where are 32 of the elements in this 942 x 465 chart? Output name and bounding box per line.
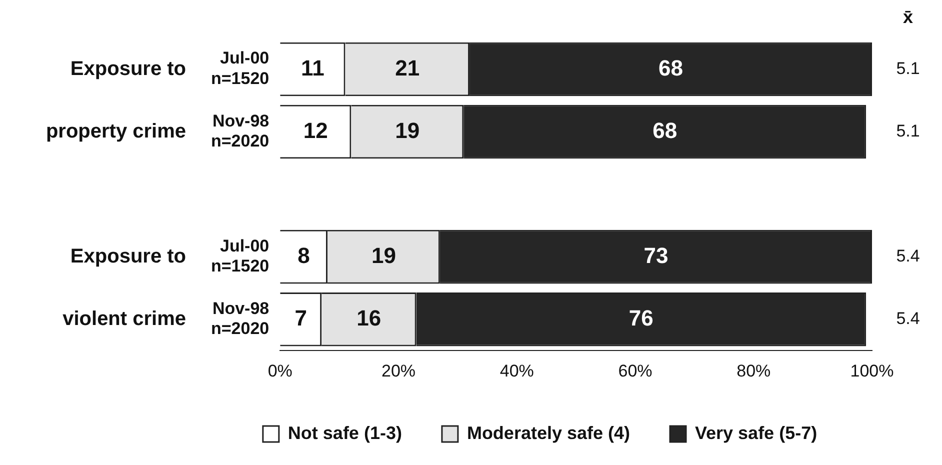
y-tick-label: Nov-98 n=2020 bbox=[210, 111, 270, 151]
data-label: 76 bbox=[628, 305, 654, 330]
x-tick-label: 60% bbox=[618, 361, 652, 380]
data-label: 68 bbox=[652, 118, 678, 143]
text: Exposure to violent crime bbox=[62, 245, 186, 330]
text: x̄ bbox=[902, 6, 914, 27]
legend-label: Very safe (5-7) bbox=[695, 422, 818, 443]
legend-label: Not safe (1-3) bbox=[288, 422, 402, 443]
legend-label: Moderately safe (4) bbox=[466, 422, 630, 443]
data-label: 19 bbox=[395, 118, 420, 143]
data-label: 68 bbox=[658, 55, 684, 80]
text: 5.4 bbox=[896, 246, 920, 266]
x-tick-label: 40% bbox=[500, 361, 534, 380]
y-tick-label: Jul-00 n=1520 bbox=[210, 236, 270, 276]
text: Exposure to property crime bbox=[46, 58, 186, 142]
text: 5.1 bbox=[896, 58, 920, 78]
data-label: 19 bbox=[371, 242, 396, 268]
data-label: 73 bbox=[644, 242, 668, 268]
y-tick-label: Jul-00 n=1520 bbox=[210, 48, 270, 88]
x-tick-label: 80% bbox=[736, 361, 771, 380]
text: 5.4 bbox=[896, 309, 920, 328]
y-tick-label: Nov-98 n=2020 bbox=[210, 298, 270, 338]
x-tick-label: 0% bbox=[268, 361, 292, 380]
data-label: 8 bbox=[298, 242, 310, 268]
data-label: 21 bbox=[395, 55, 420, 80]
text: 5.1 bbox=[896, 121, 920, 140]
x-tick-label: 20% bbox=[381, 361, 416, 380]
data-label: 7 bbox=[294, 305, 307, 330]
data-label: 11 bbox=[301, 55, 324, 80]
data-label: 16 bbox=[356, 305, 382, 330]
x-tick-label: 100% bbox=[850, 361, 894, 380]
data-label: 12 bbox=[303, 118, 328, 143]
